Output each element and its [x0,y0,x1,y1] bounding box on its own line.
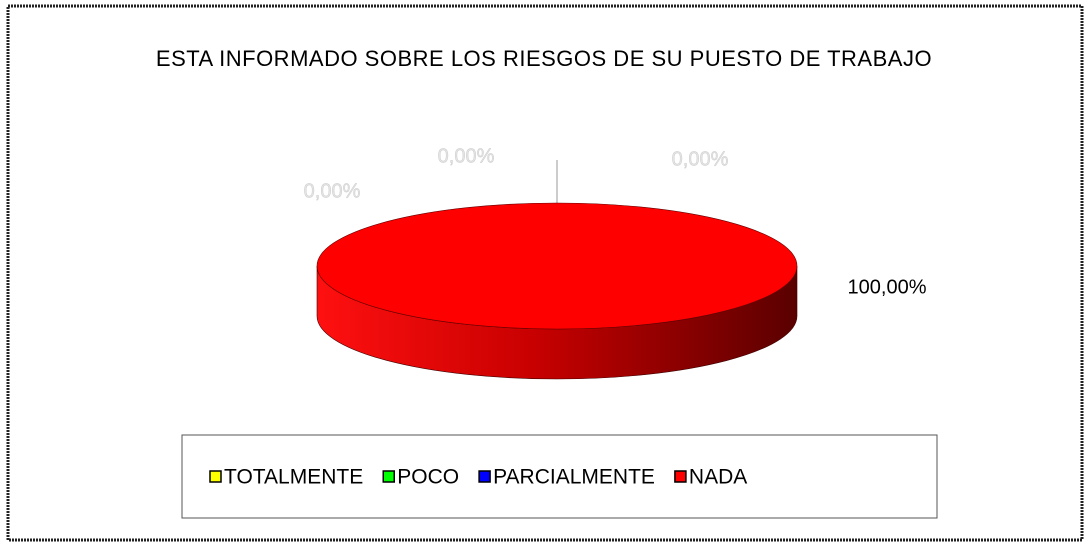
legend-label: PARCIALMENTE [493,466,655,489]
chart-title: ESTA INFORMADO SOBRE LOS RIESGOS DE SU P… [155,46,933,71]
data-label: 0,00% [672,148,729,170]
legend-label: POCO [397,466,459,489]
data-label: 100,00% [848,276,927,298]
data-label: 0,00% [438,145,495,167]
legend-swatch [674,470,687,483]
data-label: 0,00% [304,180,361,202]
legend-box [181,434,938,519]
legend-label: NADA [689,466,747,489]
legend-swatch [382,470,395,483]
legend-swatch [209,470,222,483]
slice [316,202,798,330]
legend-label: TOTALMENTE [224,466,363,489]
legend-swatch [478,470,491,483]
